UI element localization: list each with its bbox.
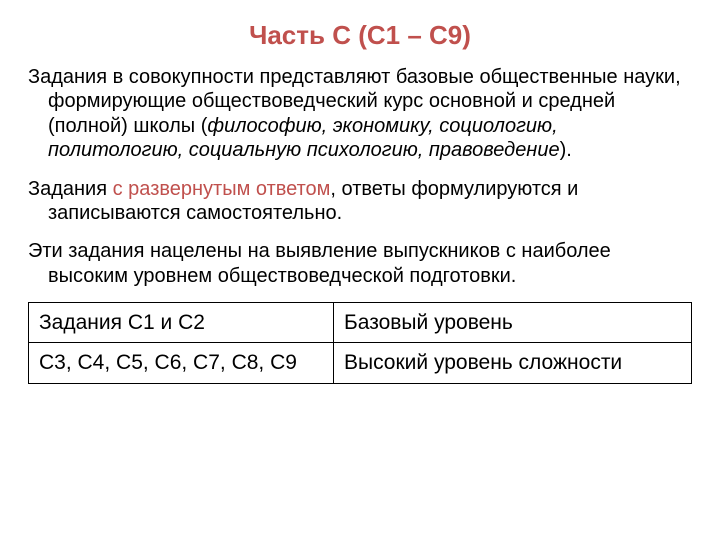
para2-pre: Задания — [28, 178, 113, 200]
slide: Часть С (С1 – С9) Задания в совокупности… — [0, 0, 720, 540]
page-title: Часть С (С1 – С9) — [28, 20, 692, 51]
table-row: Задания С1 и С2 Базовый уровень — [29, 303, 692, 343]
cell-level: Базовый уровень — [333, 303, 691, 343]
paragraph-1: Задания в совокупности представляют базо… — [28, 65, 692, 163]
cell-tasks: С3, С4, С5, С6, С7, С8, С9 — [29, 343, 334, 383]
paragraph-3: Эти задания нацелены на выявление выпуск… — [28, 239, 692, 288]
table-row: С3, С4, С5, С6, С7, С8, С9 Высокий урове… — [29, 343, 692, 383]
cell-tasks: Задания С1 и С2 — [29, 303, 334, 343]
para1-plain-end: ). — [560, 139, 572, 161]
levels-table: Задания С1 и С2 Базовый уровень С3, С4, … — [28, 302, 692, 384]
cell-level: Высокий уровень сложности — [333, 343, 691, 383]
para2-highlight: с развернутым ответом — [113, 178, 331, 200]
paragraph-2: Задания с развернутым ответом, ответы фо… — [28, 177, 692, 226]
